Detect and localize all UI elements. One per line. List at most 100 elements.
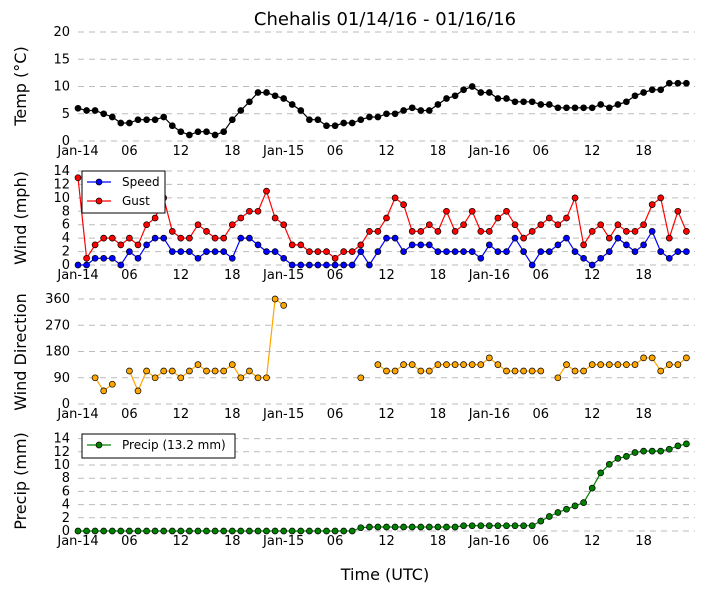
- data-point: [571, 502, 579, 510]
- data-point: [211, 367, 219, 375]
- data-point: [91, 254, 99, 262]
- data-point: [194, 254, 202, 262]
- data-point: [126, 367, 133, 375]
- data-point: [357, 241, 365, 249]
- x-tick-label: Jan-15: [262, 407, 304, 422]
- data-point: [605, 104, 613, 112]
- data-point: [614, 234, 622, 242]
- data-point: [108, 113, 116, 121]
- data-point: [408, 228, 416, 235]
- y-tick-label: 14: [53, 432, 70, 447]
- data-point: [288, 527, 296, 535]
- data-point: [520, 234, 527, 242]
- data-point: [168, 248, 176, 255]
- x-tick-label: Jan-16: [468, 534, 510, 549]
- data-point: [228, 361, 236, 368]
- y-tick-label: 2: [62, 245, 70, 260]
- data-point: [228, 254, 236, 262]
- data-point: [520, 98, 527, 106]
- data-point: [683, 248, 690, 255]
- data-point: [314, 116, 322, 124]
- data-point: [554, 104, 562, 112]
- x-tick-label: 12: [378, 534, 395, 549]
- data-point: [160, 113, 168, 121]
- data-point: [74, 527, 82, 535]
- data-point: [571, 248, 579, 255]
- x-tick-label: 12: [378, 407, 395, 422]
- data-point: [323, 527, 330, 535]
- x-tick-label: 12: [584, 268, 601, 283]
- data-point: [134, 527, 142, 535]
- data-point: [657, 248, 665, 255]
- data-point: [597, 254, 605, 262]
- data-point: [211, 527, 219, 535]
- x-tick-label: Jan-16: [468, 268, 510, 283]
- data-point: [100, 387, 108, 395]
- data-point: [280, 221, 288, 229]
- data-point: [477, 254, 485, 262]
- data-point: [306, 527, 313, 535]
- data-point: [237, 214, 245, 222]
- series-segment: [265, 298, 276, 378]
- x-tick-label: Jan-15: [262, 144, 304, 159]
- data-point: [203, 367, 210, 375]
- legend-swatch-marker: [95, 178, 103, 186]
- data-point: [126, 248, 133, 255]
- x-tick-label: 12: [173, 268, 190, 283]
- data-point: [340, 527, 348, 535]
- data-point: [554, 241, 562, 249]
- y-tick-label: 6: [62, 218, 70, 233]
- data-point: [271, 214, 279, 222]
- data-point: [648, 354, 656, 362]
- data-point: [366, 261, 373, 269]
- data-point: [348, 261, 356, 269]
- x-tick-label: Jan-14: [56, 144, 98, 159]
- data-point: [545, 513, 553, 520]
- data-point: [126, 527, 133, 535]
- data-point: [503, 367, 510, 375]
- data-point: [91, 527, 99, 535]
- data-point: [108, 254, 116, 262]
- chart-title: Chehalis 01/14/16 - 01/16/16: [254, 9, 516, 30]
- data-point: [357, 374, 365, 382]
- data-point: [485, 228, 493, 235]
- data-point: [228, 116, 236, 124]
- data-point: [563, 214, 570, 222]
- data-point: [665, 234, 673, 242]
- data-point: [528, 98, 536, 106]
- data-point: [460, 248, 467, 255]
- data-point: [331, 261, 339, 269]
- data-point: [271, 92, 279, 100]
- data-point: [425, 221, 433, 229]
- y-tick-label: 4: [62, 231, 70, 246]
- data-point: [143, 241, 150, 249]
- data-point: [314, 248, 322, 255]
- data-point: [657, 367, 665, 375]
- data-point: [485, 89, 493, 96]
- legend: Speed Gust: [81, 170, 166, 214]
- data-point: [186, 248, 193, 255]
- data-point: [400, 361, 407, 368]
- legend-swatch-marker: [95, 441, 103, 449]
- data-point: [434, 228, 442, 235]
- data-point: [511, 98, 519, 106]
- data-point: [134, 116, 142, 124]
- data-point: [528, 261, 536, 269]
- data-point: [246, 207, 253, 215]
- data-point: [605, 248, 613, 255]
- data-point: [631, 248, 639, 255]
- data-point: [623, 228, 630, 235]
- data-point: [331, 254, 339, 262]
- data-point: [451, 92, 459, 100]
- data-point: [443, 95, 450, 102]
- x-tick-label: 18: [635, 144, 652, 159]
- x-tick-label: 12: [584, 407, 601, 422]
- data-point: [108, 380, 116, 388]
- y-tick-label: 8: [62, 471, 70, 486]
- data-point: [545, 248, 553, 255]
- data-point: [91, 107, 99, 114]
- data-point: [194, 361, 202, 368]
